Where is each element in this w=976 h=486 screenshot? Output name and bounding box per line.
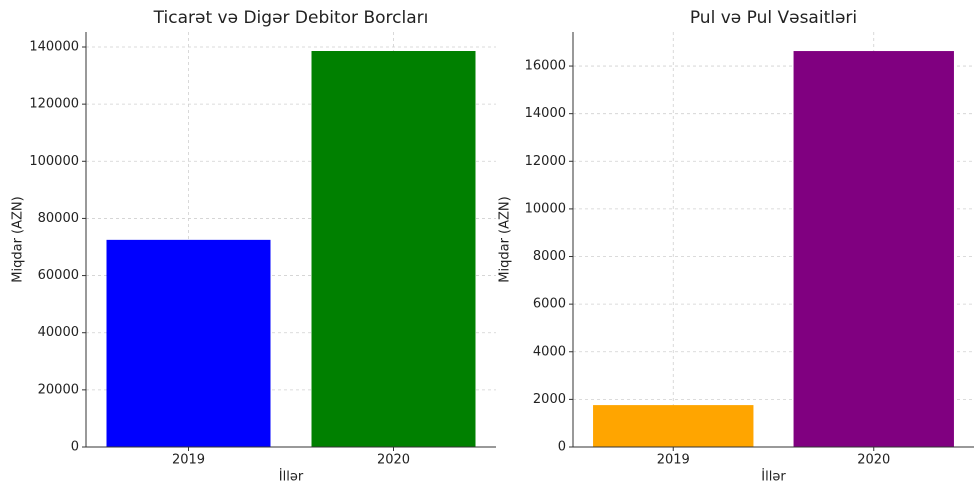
y-axis-label: Miqdar (AZN) [498,196,513,282]
y-tick-label: 0 [71,440,79,455]
chart-title: Ticarət və Digər Debitor Borcları [153,8,429,28]
y-tick-label: 16000 [525,59,566,74]
x-tick-label: 2019 [172,453,205,468]
x-axis-label: İllər [761,469,786,485]
y-tick-label: 10000 [525,201,566,216]
y-tick-label: 12000 [525,154,566,169]
bar [106,239,271,447]
y-tick-label: 2000 [533,392,566,407]
y-tick-label: 20000 [38,382,79,397]
y-tick-label: 140000 [29,40,79,55]
bar [593,405,754,447]
y-tick-label: 40000 [38,325,79,340]
y-tick-label: 4000 [533,344,566,359]
y-tick-label: 8000 [533,249,566,264]
bar [311,51,476,447]
bar [793,51,954,448]
y-tick-label: 80000 [38,211,79,226]
x-tick-label: 2019 [657,453,690,468]
y-axis-label: Miqdar (AZN) [11,196,26,282]
y-tick-label: 120000 [29,97,79,112]
x-tick-label: 2020 [377,453,410,468]
y-tick-label: 0 [558,440,566,455]
y-tick-label: 6000 [533,297,566,312]
x-tick-label: 2020 [857,453,890,468]
y-tick-label: 14000 [525,106,566,121]
x-axis-label: İllər [279,469,304,485]
y-tick-label: 100000 [29,154,79,169]
chart-title: Pul və Pul Vəsaitləri [690,8,857,28]
y-tick-label: 60000 [38,268,79,283]
